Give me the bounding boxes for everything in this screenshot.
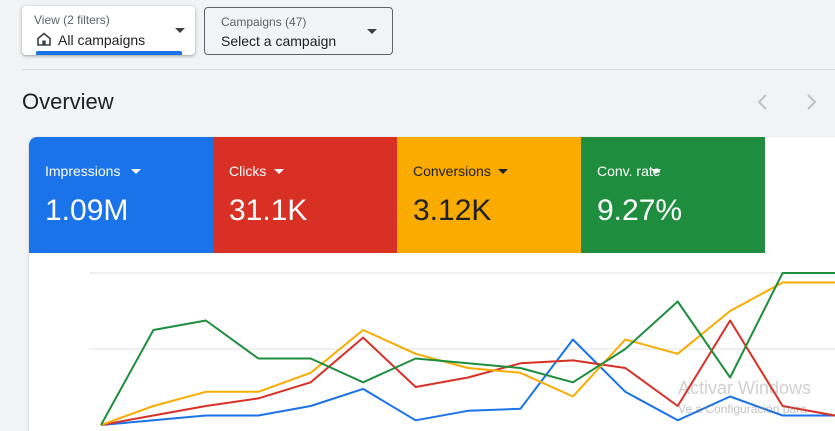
metric-tile-clicks[interactable]: Clicks 31.1K	[213, 137, 397, 253]
windows-activation-watermark: Activar Windows	[678, 378, 812, 398]
view-filter-label: View (2 filters)	[34, 13, 110, 27]
chevron-left-icon[interactable]	[753, 92, 773, 112]
overview-line-chart	[89, 272, 835, 426]
metric-tile-conversions[interactable]: Conversions 3.12K	[397, 137, 581, 253]
metric-label: Conv. rate	[597, 163, 661, 179]
campaigns-filter-dropdown[interactable]: Campaigns (47) Select a campaign	[204, 7, 393, 55]
series-line-1	[100, 319, 835, 426]
metric-value: 9.27%	[597, 194, 683, 227]
metric-value: 31.1K	[229, 194, 308, 227]
chevron-down-icon	[175, 28, 185, 33]
metric-label: Clicks	[229, 163, 267, 179]
windows-activation-hint: Ve a Configuración para	[678, 402, 807, 416]
metric-label: Impressions	[45, 163, 121, 179]
page-title: Overview	[22, 89, 114, 114]
view-filter-value: All campaigns	[58, 32, 146, 48]
metric-tile-conv-rate[interactable]: Conv. rate 9.27%	[581, 137, 765, 253]
series-line-2	[100, 281, 835, 426]
caret-down-icon	[651, 169, 661, 174]
chevron-right-icon[interactable]	[801, 92, 821, 112]
active-indicator	[36, 51, 182, 55]
metric-label: Conversions	[413, 163, 491, 179]
caret-down-icon	[131, 169, 141, 174]
caret-down-icon	[274, 169, 284, 174]
metric-tile-impressions[interactable]: Impressions 1.09M	[29, 137, 213, 253]
series-line-3	[100, 272, 835, 426]
overview-card: Impressions 1.09M Clicks 31.1K Conversio…	[29, 137, 835, 431]
series-line-0	[100, 338, 835, 426]
metric-value: 1.09M	[45, 194, 129, 227]
caret-down-icon	[498, 169, 508, 174]
metric-value: 3.12K	[413, 194, 492, 227]
campaigns-filter-value: Select a campaign	[221, 33, 337, 49]
campaigns-filter-label: Campaigns (47)	[221, 15, 307, 29]
divider	[22, 69, 835, 70]
view-filter-dropdown[interactable]: View (2 filters) All campaigns	[22, 6, 195, 55]
chevron-down-icon	[367, 29, 377, 34]
home-icon	[37, 32, 51, 46]
